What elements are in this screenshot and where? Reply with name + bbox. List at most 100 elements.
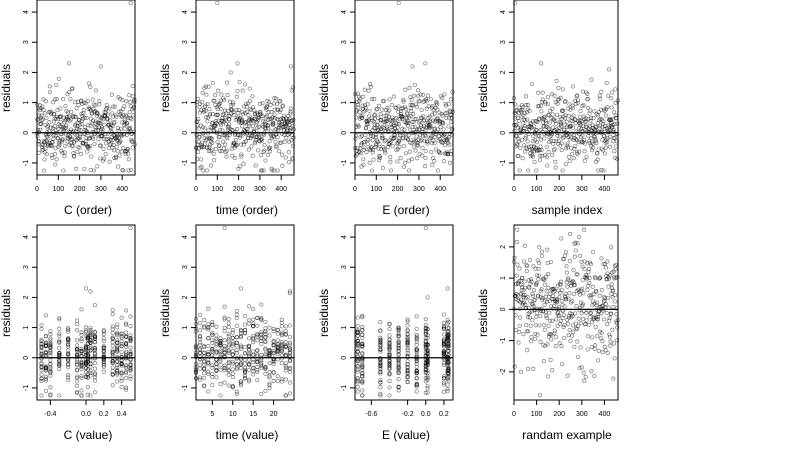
data-point (54, 96, 59, 102)
data-point (43, 334, 48, 339)
data-point (565, 143, 570, 148)
data-point (409, 97, 414, 102)
data-point (544, 144, 549, 149)
data-point (198, 377, 203, 382)
data-point (362, 145, 367, 150)
data-point (443, 142, 448, 148)
data-point (275, 331, 280, 336)
data-point (548, 259, 553, 265)
data-point (263, 388, 268, 394)
data-point (542, 302, 547, 308)
data-point (593, 324, 598, 329)
data-point (434, 99, 439, 104)
data-point (67, 90, 72, 95)
data-point (414, 342, 419, 347)
data-point (39, 372, 44, 377)
data-point (425, 350, 430, 355)
data-point (69, 86, 74, 91)
data-point (122, 104, 127, 109)
data-point (66, 326, 71, 331)
data-point (262, 143, 267, 148)
data-point (128, 352, 133, 357)
data-point (430, 163, 435, 168)
data-point (57, 363, 62, 368)
data-point (230, 342, 235, 347)
data-point (372, 116, 378, 121)
data-point (526, 131, 531, 136)
data-point (583, 374, 588, 379)
data-point (110, 359, 115, 364)
data-point (445, 382, 450, 387)
data-point (423, 367, 428, 373)
data-point (255, 338, 260, 343)
data-point (566, 113, 571, 118)
data-point (53, 97, 58, 102)
data-point (448, 97, 453, 102)
data-point (414, 129, 419, 134)
data-point (560, 87, 565, 92)
data-point (414, 127, 420, 132)
data-point (267, 386, 272, 391)
data-point (69, 136, 74, 141)
data-point (202, 318, 207, 323)
data-point (66, 378, 71, 383)
data-point (86, 136, 91, 141)
data-point (98, 156, 103, 161)
data-point (383, 138, 388, 143)
data-point (414, 326, 419, 331)
data-point (561, 257, 566, 262)
data-point (438, 151, 443, 156)
data-point (215, 139, 220, 145)
data-point (68, 127, 73, 132)
data-point (425, 371, 430, 376)
data-point (587, 281, 592, 286)
data-point (241, 142, 246, 147)
data-point (583, 120, 588, 125)
data-point (531, 154, 536, 159)
data-point (43, 340, 48, 345)
data-point (562, 335, 567, 341)
data-point (288, 106, 293, 111)
data-point (592, 109, 597, 114)
data-point (122, 118, 127, 123)
data-point (516, 153, 521, 158)
data-point (566, 154, 571, 159)
data-point (599, 168, 604, 173)
data-point (271, 359, 276, 364)
data-point (226, 342, 231, 348)
data-point (564, 119, 569, 124)
data-point (55, 108, 60, 113)
data-point (250, 94, 255, 99)
data-point (428, 97, 433, 102)
data-point (107, 159, 112, 164)
data-point (539, 253, 544, 258)
data-point (115, 348, 120, 353)
data-point (360, 379, 365, 384)
data-point (250, 124, 255, 129)
data-point (571, 125, 576, 130)
data-point (594, 140, 599, 145)
data-point (398, 108, 403, 114)
x-axis-label: C (value) (64, 428, 113, 442)
data-point (115, 363, 120, 368)
data-point (215, 112, 220, 117)
data-point (519, 103, 524, 108)
data-point (561, 325, 566, 330)
data-point (39, 113, 44, 118)
data-point (255, 331, 260, 337)
data-point (101, 344, 106, 349)
data-point (396, 331, 401, 336)
data-point (369, 168, 375, 173)
data-point (532, 336, 538, 341)
data-point (219, 107, 224, 112)
data-point (387, 354, 392, 359)
data-point (441, 312, 446, 317)
data-point (202, 324, 207, 329)
data-point (594, 112, 599, 117)
data-point (237, 164, 242, 169)
data-point (528, 281, 533, 286)
data-point (244, 119, 249, 125)
data-point (385, 118, 390, 123)
data-point (535, 120, 540, 125)
data-point (601, 148, 606, 153)
